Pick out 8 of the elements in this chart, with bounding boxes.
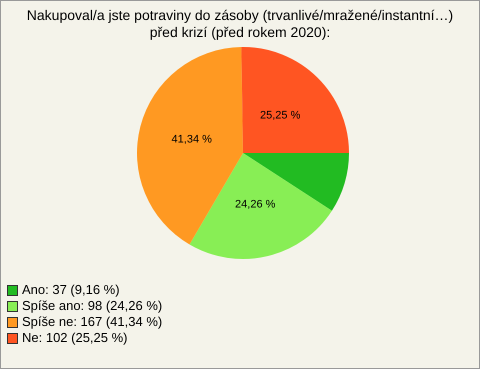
data-label: 24,26 % <box>235 198 276 211</box>
legend-label: Ne: 102 (25,25 %) <box>22 330 128 346</box>
legend-label: Spíše ano: 98 (24,26 %) <box>22 298 162 314</box>
legend-label: Ano: 37 (9,16 %) <box>22 282 120 298</box>
chart-title: Nakupoval/a jste potraviny do zásoby (trvanlivé/mražené/instantní…) před krizí (před rokem 2020): <box>26 7 454 41</box>
data-label: 41,34 % <box>172 134 212 146</box>
legend-label: Spíše ne: 167 (41,34 %) <box>22 314 162 330</box>
data-label: 25,25 % <box>260 109 301 122</box>
